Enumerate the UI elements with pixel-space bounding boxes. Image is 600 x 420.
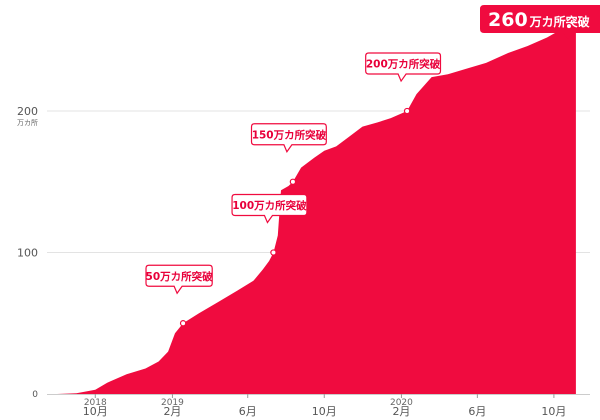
callout-label: 150万カ所突破 [252, 128, 327, 141]
milestone-marker [403, 107, 411, 115]
y-tick-label: 200 [17, 105, 38, 118]
callout-label: 50万カ所突破 [146, 270, 214, 283]
callout-bubble [231, 193, 308, 224]
x-tick-label: 2月 [392, 405, 410, 418]
milestone-callout: 100万カ所突破 [231, 193, 308, 256]
callout-label: 100万カ所突破 [232, 199, 307, 212]
x-tick-label: 10月 [312, 405, 337, 418]
x-tick-label: 6月 [468, 405, 486, 418]
milestone-callouts: 50万カ所突破 100万カ所突破 150万カ所突破 200万カ所突破 [145, 52, 442, 327]
x-tick-label: 10月 [83, 405, 108, 418]
headline-label: 260 万カ所突破 [488, 9, 590, 31]
x-tick-year: 2018 [84, 398, 107, 408]
y-tick-label: 0 [32, 390, 38, 400]
cumulative-area [57, 24, 576, 394]
milestone-callout: 50万カ所突破 [145, 264, 214, 327]
milestone-marker [289, 178, 297, 185]
headline-callout: 260 万カ所突破 [480, 5, 600, 39]
milestone-callout: 150万カ所突破 [250, 123, 327, 185]
callout-label: 200万カ所突破 [366, 58, 441, 71]
callout-bubble [145, 264, 213, 295]
x-tick-year: 2019 [161, 398, 184, 408]
callout-bubble [250, 123, 327, 153]
x-tick-label: 6月 [239, 405, 257, 418]
headline-marker [565, 22, 573, 30]
callout-bubble [365, 52, 442, 83]
x-tick-label: 10月 [541, 405, 566, 418]
milestone-callout: 200万カ所突破 [365, 52, 442, 115]
x-tick-label: 2月 [163, 405, 181, 418]
y-tick-label: 100 [17, 247, 38, 260]
y-axis-unit: 万カ所 [17, 118, 38, 127]
milestone-marker [179, 320, 187, 327]
milestone-marker [270, 249, 277, 256]
x-tick-year: 2020 [390, 398, 413, 408]
y-axis: 0 100 200 [17, 105, 38, 400]
headline-bubble [480, 5, 600, 39]
